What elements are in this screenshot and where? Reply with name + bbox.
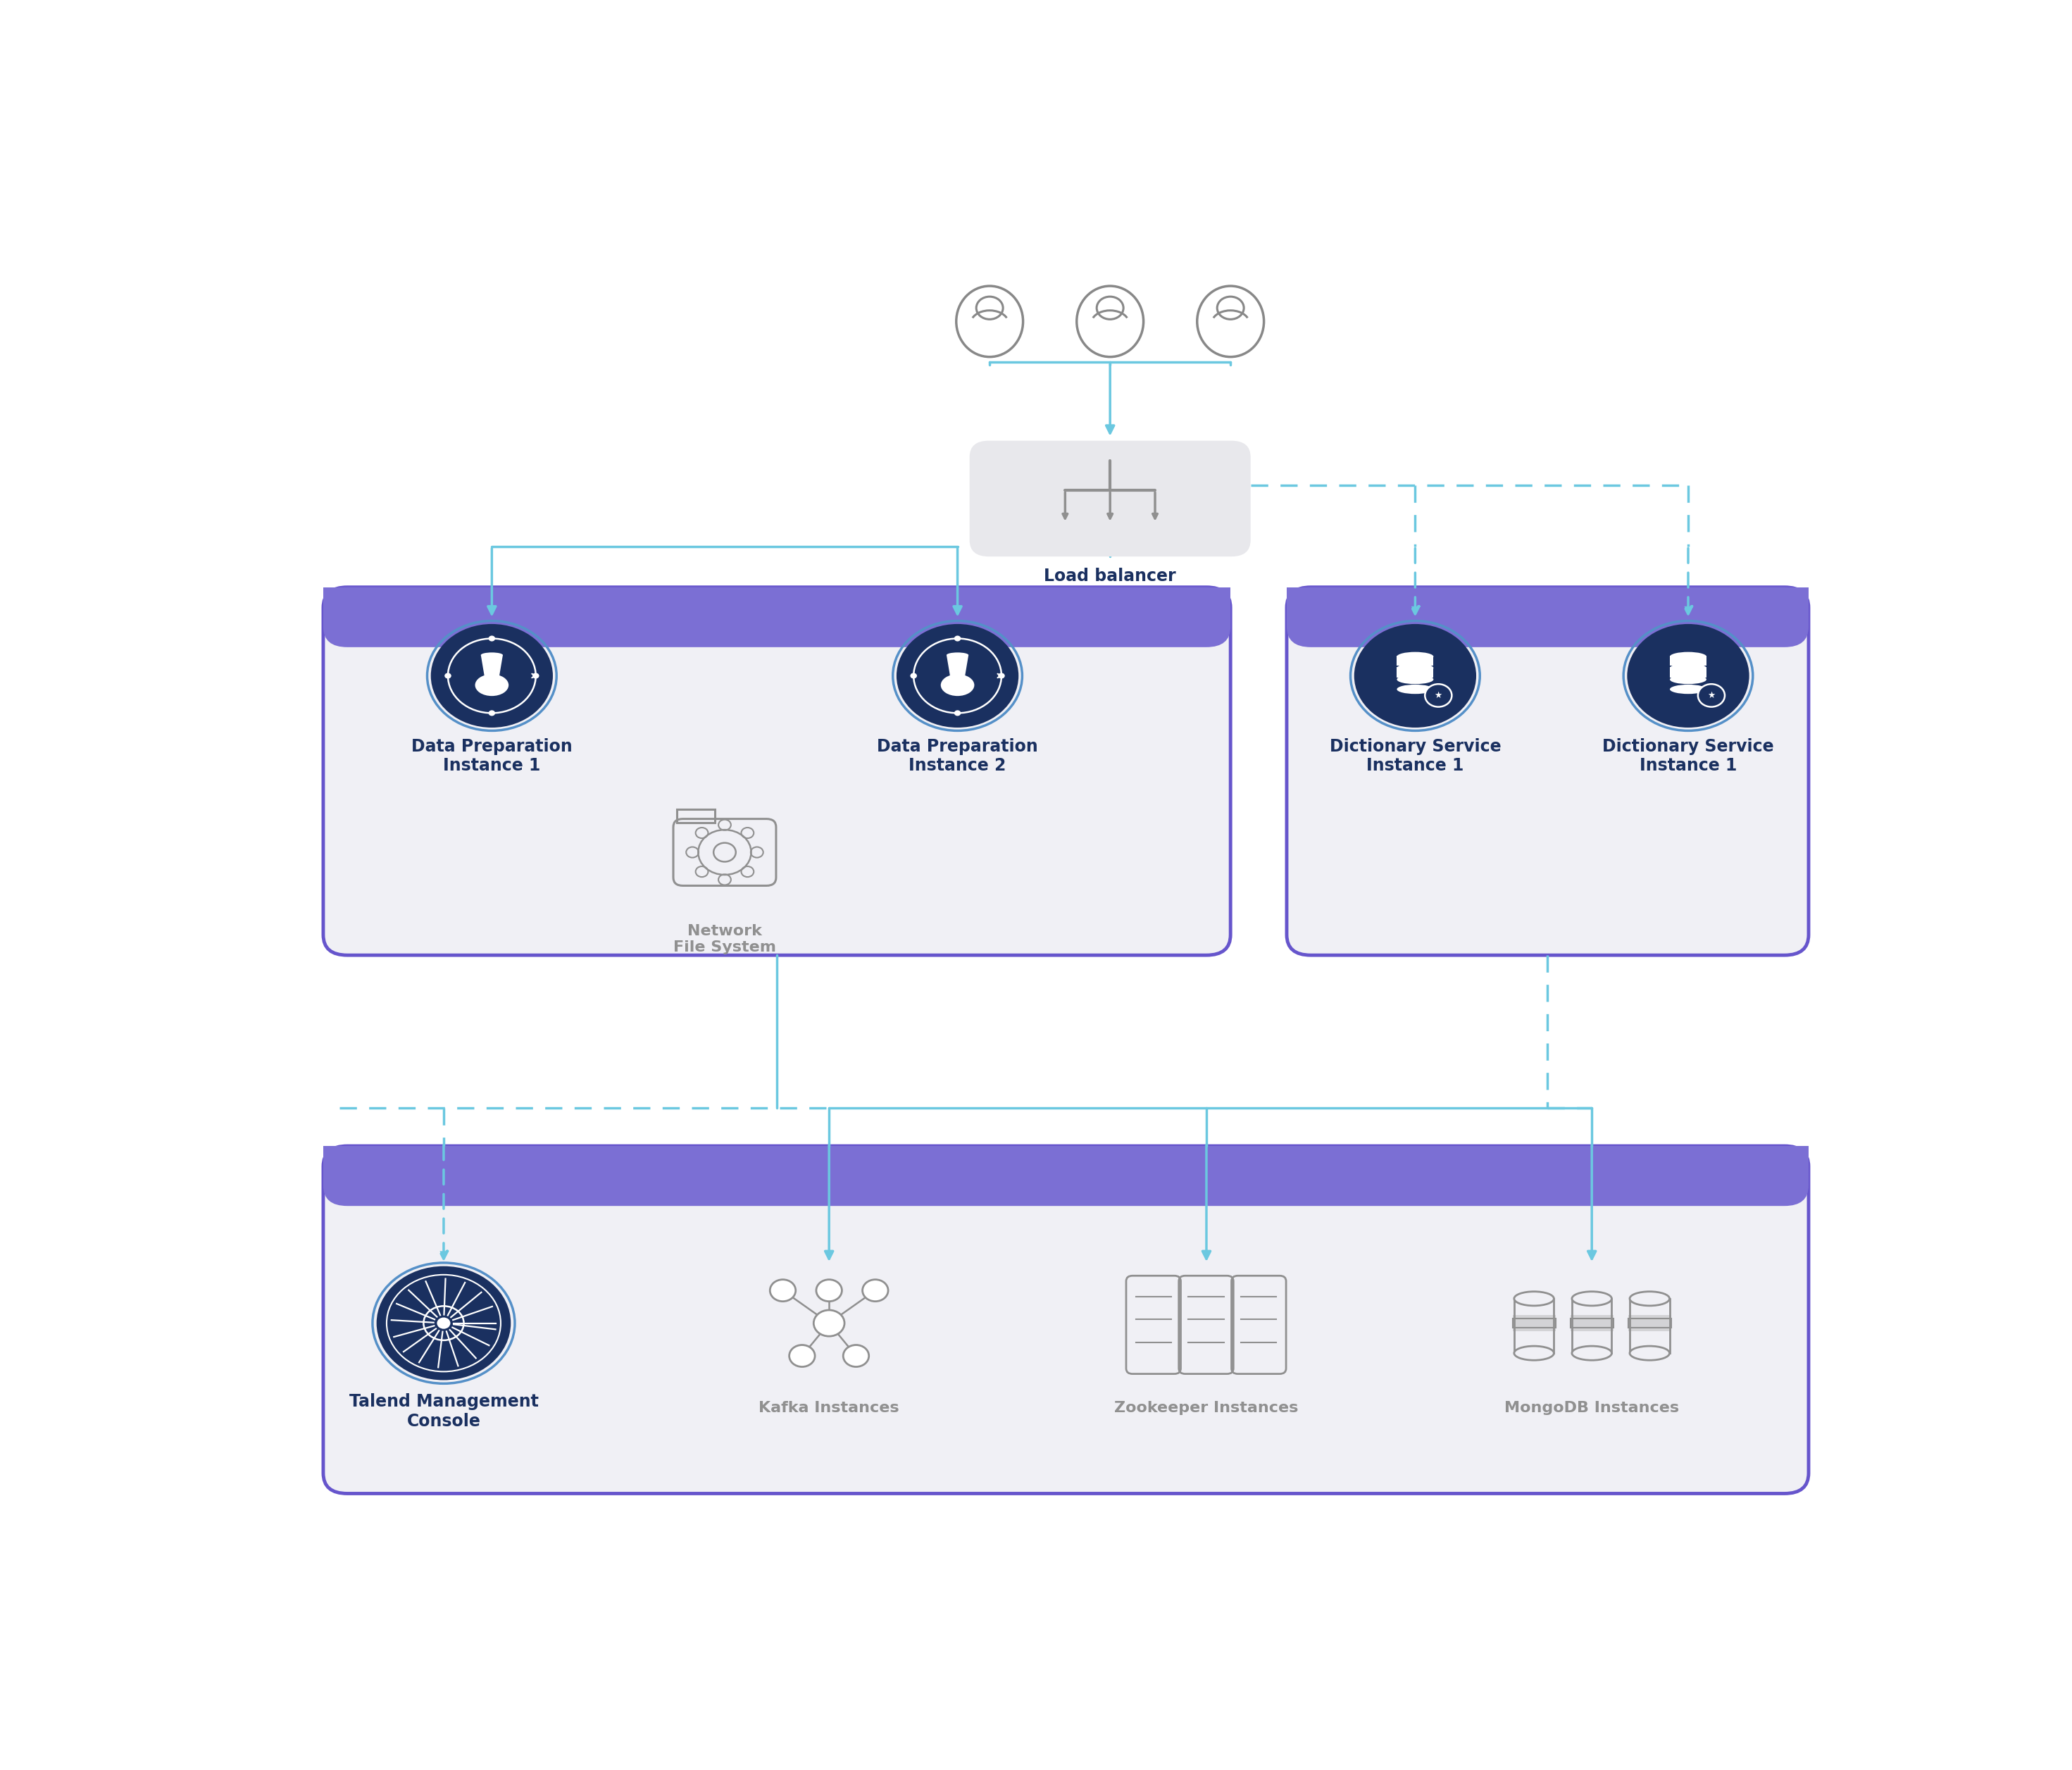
Circle shape [533, 673, 539, 678]
Circle shape [489, 635, 495, 641]
Circle shape [789, 1345, 814, 1366]
Ellipse shape [1515, 1345, 1554, 1359]
Circle shape [771, 1280, 796, 1301]
Circle shape [489, 710, 495, 715]
Ellipse shape [1397, 685, 1434, 694]
Text: Dictionary Service
Instance 1: Dictionary Service Instance 1 [1330, 738, 1500, 775]
Circle shape [1627, 625, 1749, 727]
Circle shape [1697, 683, 1724, 706]
FancyBboxPatch shape [1287, 588, 1809, 956]
Circle shape [377, 1266, 512, 1381]
Ellipse shape [481, 653, 503, 658]
Bar [1670, 655, 1707, 666]
Circle shape [955, 710, 961, 715]
Ellipse shape [1397, 674, 1434, 683]
Bar [1515, 1299, 1554, 1352]
Circle shape [1355, 625, 1475, 727]
Text: Kafka Instances: Kafka Instances [758, 1400, 899, 1414]
Circle shape [862, 1280, 889, 1301]
Polygon shape [947, 655, 968, 676]
Circle shape [431, 625, 553, 727]
FancyBboxPatch shape [1287, 588, 1809, 648]
Bar [323, 588, 1231, 618]
Bar [323, 1145, 1809, 1175]
Bar [1670, 667, 1707, 678]
Ellipse shape [1631, 1292, 1670, 1306]
Bar [1629, 1319, 1672, 1328]
Circle shape [814, 1310, 845, 1336]
Bar [1287, 588, 1809, 618]
Circle shape [843, 1345, 868, 1366]
Ellipse shape [1670, 674, 1707, 683]
Ellipse shape [1397, 651, 1434, 662]
FancyBboxPatch shape [323, 1145, 1809, 1494]
Bar [1571, 1319, 1614, 1328]
Ellipse shape [1670, 651, 1707, 662]
Circle shape [910, 673, 918, 678]
Bar [1629, 1315, 1672, 1331]
Text: MongoDB Instances: MongoDB Instances [1504, 1400, 1678, 1414]
Ellipse shape [1573, 1345, 1612, 1359]
Bar [1397, 655, 1434, 666]
Text: Network
File System: Network File System [673, 924, 777, 954]
Ellipse shape [474, 674, 508, 696]
Ellipse shape [947, 653, 968, 658]
Polygon shape [481, 655, 503, 676]
Bar [1397, 667, 1434, 678]
Text: Data Preparation
Instance 2: Data Preparation Instance 2 [876, 738, 1038, 775]
Text: Talend Management
Console: Talend Management Console [348, 1393, 539, 1430]
Circle shape [816, 1280, 841, 1301]
Text: Zookeeper Instances: Zookeeper Instances [1115, 1400, 1299, 1414]
Circle shape [445, 673, 452, 678]
Circle shape [897, 625, 1019, 727]
Ellipse shape [941, 674, 974, 696]
Bar [1513, 1315, 1556, 1331]
Text: Dictionary Service
Instance 1: Dictionary Service Instance 1 [1602, 738, 1774, 775]
Text: ★: ★ [1434, 690, 1442, 701]
Circle shape [437, 1317, 450, 1329]
Bar [1631, 1299, 1670, 1352]
Bar [675, 809, 715, 823]
Bar [1571, 1315, 1614, 1331]
Ellipse shape [1515, 1292, 1554, 1306]
Circle shape [955, 635, 961, 641]
Text: Data Preparation
Instance 1: Data Preparation Instance 1 [410, 738, 572, 775]
Circle shape [1426, 683, 1452, 706]
Ellipse shape [1397, 664, 1434, 673]
Bar [1513, 1319, 1556, 1328]
Ellipse shape [1670, 664, 1707, 673]
Text: ★: ★ [1707, 690, 1716, 701]
FancyBboxPatch shape [323, 588, 1231, 648]
FancyBboxPatch shape [970, 441, 1251, 556]
FancyBboxPatch shape [323, 588, 1231, 956]
Ellipse shape [1573, 1292, 1612, 1306]
FancyBboxPatch shape [323, 1145, 1809, 1205]
Bar [1573, 1299, 1612, 1352]
Circle shape [999, 673, 1005, 678]
Text: Load balancer: Load balancer [1044, 568, 1177, 584]
Ellipse shape [1631, 1345, 1670, 1359]
Ellipse shape [1670, 685, 1707, 694]
